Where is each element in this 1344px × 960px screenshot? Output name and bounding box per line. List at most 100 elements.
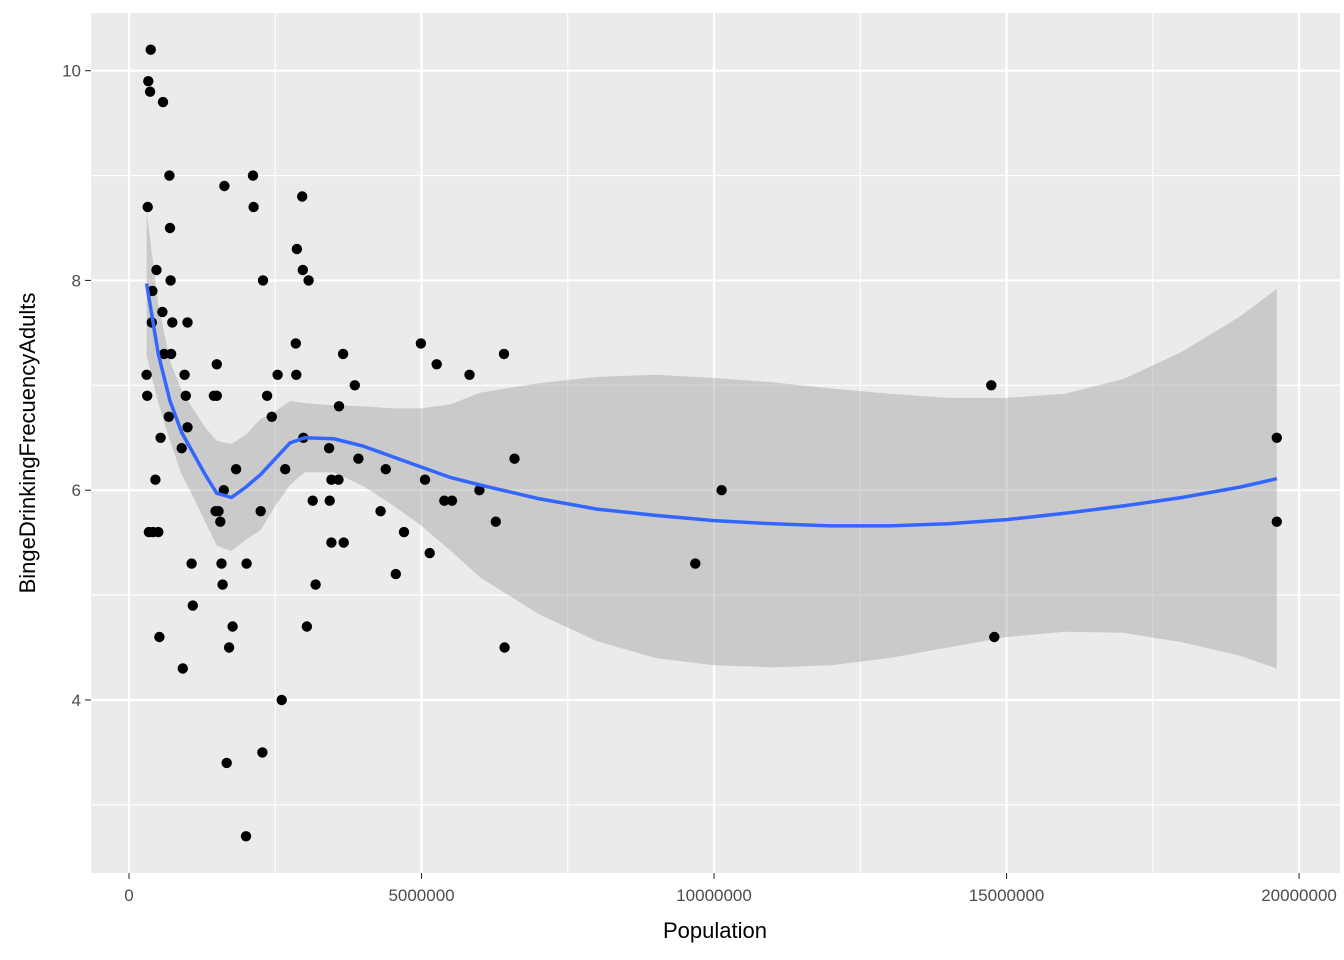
data-point bbox=[216, 558, 227, 569]
data-point bbox=[186, 558, 197, 569]
data-point bbox=[227, 621, 238, 632]
x-tick-label: 0 bbox=[124, 886, 133, 905]
data-point bbox=[182, 317, 193, 328]
data-point bbox=[280, 464, 291, 475]
data-point bbox=[415, 338, 427, 349]
data-point bbox=[241, 558, 252, 569]
data-point bbox=[1271, 432, 1283, 443]
data-point bbox=[157, 96, 169, 108]
data-point bbox=[180, 390, 191, 401]
x-axis-title: Population bbox=[663, 918, 767, 943]
x-tick-label: 15000000 bbox=[969, 886, 1045, 905]
data-point bbox=[439, 495, 450, 506]
data-point bbox=[464, 369, 475, 380]
data-point bbox=[338, 537, 349, 548]
data-point bbox=[240, 831, 252, 842]
data-point bbox=[323, 443, 335, 454]
data-point bbox=[247, 170, 259, 181]
data-point bbox=[310, 579, 321, 590]
data-point bbox=[211, 390, 222, 401]
data-point bbox=[989, 631, 1000, 643]
data-point bbox=[380, 464, 391, 475]
y-axis-title: BingeDrinkingFrecuencyAdults bbox=[15, 293, 40, 594]
data-point bbox=[143, 76, 154, 87]
data-points bbox=[141, 44, 1283, 842]
data-point bbox=[187, 600, 198, 611]
data-point bbox=[154, 631, 165, 643]
major-gridlines bbox=[91, 13, 1340, 873]
data-point bbox=[499, 642, 510, 653]
data-point bbox=[291, 243, 303, 255]
data-point bbox=[291, 369, 302, 380]
confidence-ribbon bbox=[146, 211, 1277, 669]
data-point bbox=[333, 401, 345, 412]
y-tick-label: 6 bbox=[72, 481, 81, 500]
data-point bbox=[261, 390, 273, 401]
data-point bbox=[272, 369, 283, 380]
data-point bbox=[217, 579, 228, 590]
data-point bbox=[266, 411, 277, 422]
smooth-trend-line bbox=[144, 283, 1278, 528]
x-tick-label: 5000000 bbox=[388, 886, 454, 905]
data-point bbox=[431, 359, 442, 370]
y-tick-label: 4 bbox=[72, 691, 81, 710]
data-point bbox=[390, 568, 401, 580]
data-point bbox=[257, 747, 268, 758]
data-point bbox=[307, 495, 318, 506]
data-point bbox=[142, 201, 153, 213]
data-point bbox=[215, 516, 226, 527]
y-tick-label: 8 bbox=[72, 271, 81, 290]
data-point bbox=[176, 443, 187, 454]
data-point bbox=[257, 275, 269, 286]
data-point bbox=[179, 369, 190, 380]
data-point bbox=[297, 264, 308, 276]
data-point bbox=[157, 306, 168, 318]
data-point bbox=[290, 338, 301, 349]
data-point bbox=[155, 432, 166, 443]
data-point bbox=[333, 474, 344, 485]
data-point bbox=[221, 757, 232, 769]
x-tick-label: 10000000 bbox=[676, 886, 752, 905]
data-point bbox=[177, 663, 188, 674]
data-point bbox=[219, 180, 230, 192]
data-point bbox=[375, 506, 386, 517]
data-point bbox=[141, 369, 152, 380]
data-point bbox=[164, 170, 175, 181]
minor-gridlines bbox=[91, 13, 1340, 873]
data-point bbox=[716, 485, 727, 496]
data-point bbox=[255, 506, 266, 517]
data-point bbox=[398, 526, 410, 538]
data-point bbox=[144, 86, 156, 97]
data-point bbox=[151, 264, 162, 276]
y-axis-ticks: 4 6 8 10 bbox=[62, 62, 91, 710]
data-point bbox=[419, 474, 431, 485]
data-point bbox=[182, 422, 193, 433]
data-point bbox=[142, 390, 153, 401]
data-point bbox=[337, 348, 349, 360]
data-point bbox=[167, 317, 178, 328]
data-point bbox=[446, 495, 458, 506]
panel-background bbox=[91, 13, 1340, 873]
data-point bbox=[986, 380, 997, 391]
data-point bbox=[276, 694, 287, 706]
data-point bbox=[165, 348, 177, 360]
data-point bbox=[153, 526, 164, 538]
data-point bbox=[164, 222, 176, 234]
data-point bbox=[211, 359, 222, 370]
data-point bbox=[474, 485, 485, 496]
data-point bbox=[301, 621, 313, 632]
x-axis-ticks: 0 5000000 10000000 15000000 20000000 bbox=[124, 873, 1337, 905]
data-point bbox=[223, 642, 235, 653]
data-point bbox=[490, 516, 501, 527]
data-point bbox=[690, 558, 701, 569]
data-point bbox=[509, 453, 520, 464]
data-point bbox=[163, 411, 174, 422]
data-point bbox=[349, 380, 360, 391]
y-tick-label: 10 bbox=[62, 62, 81, 81]
data-point bbox=[213, 506, 224, 517]
data-point bbox=[353, 453, 364, 464]
data-point bbox=[424, 547, 435, 559]
data-point bbox=[1271, 516, 1283, 527]
data-point bbox=[230, 464, 242, 475]
